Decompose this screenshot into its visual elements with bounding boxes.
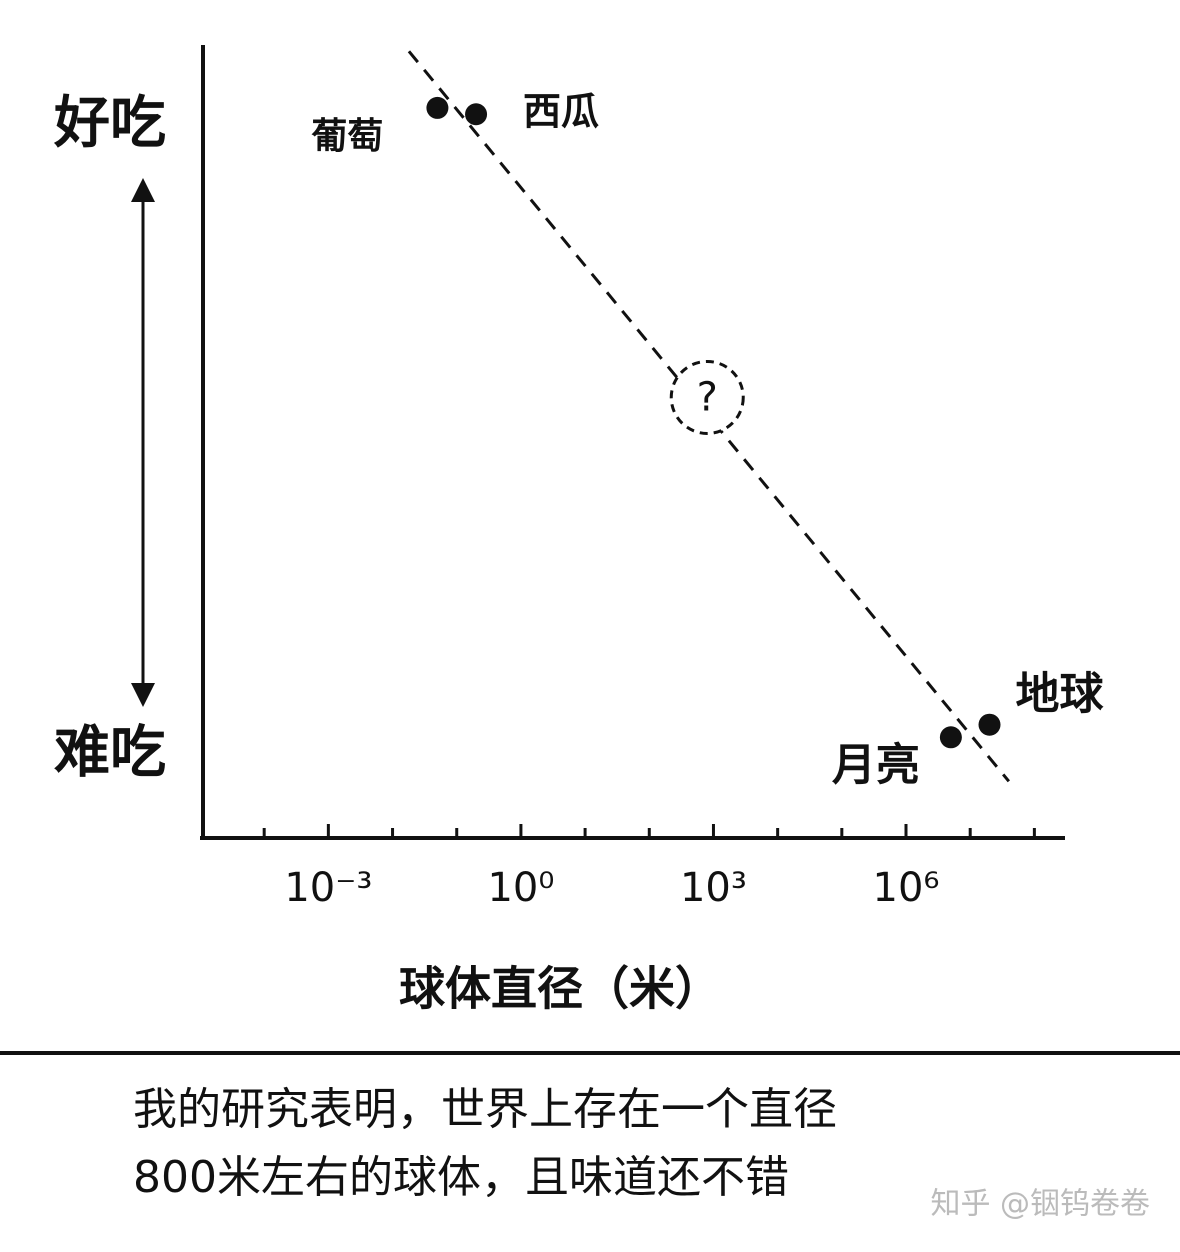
point-label: 葡萄 bbox=[311, 116, 383, 157]
x-tick-label: 10⁰ bbox=[487, 865, 554, 911]
point bbox=[978, 713, 1001, 736]
point-label: 地球 bbox=[1016, 669, 1105, 720]
trend-line bbox=[407, 50, 1010, 783]
point bbox=[426, 96, 449, 119]
caption-line: 800米左右的球体，且味道还不错 bbox=[133, 1152, 789, 1203]
caption-line: 我的研究表明，世界上存在一个直径 bbox=[133, 1084, 837, 1135]
point-label: 月亮 bbox=[832, 739, 920, 790]
y-tick-label: 好吃 bbox=[53, 91, 166, 156]
watermark: 知乎 @铟钨卷卷 bbox=[930, 1187, 1150, 1222]
x-tick-label: 10³ bbox=[680, 865, 747, 911]
point bbox=[939, 726, 962, 749]
point-label: 西瓜 bbox=[523, 90, 599, 134]
y-tick-label: 难吃 bbox=[54, 720, 166, 785]
x-axis-label: 球体直径（米） bbox=[399, 962, 721, 1016]
point bbox=[465, 103, 488, 126]
x-tick-label: 10⁶ bbox=[873, 865, 940, 911]
annotation-text: ? bbox=[697, 374, 718, 420]
x-tick-label: 10⁻³ bbox=[284, 865, 372, 911]
annotation-circle bbox=[669, 359, 745, 435]
